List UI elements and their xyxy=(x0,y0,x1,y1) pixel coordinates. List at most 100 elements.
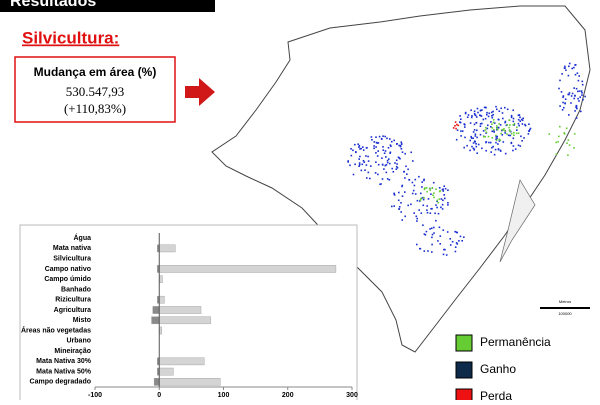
map-pixel xyxy=(433,192,435,194)
bar xyxy=(159,367,174,376)
map-pixel xyxy=(377,163,380,166)
y-tick-label: Urbano xyxy=(67,338,92,345)
map-pixel xyxy=(383,152,386,154)
map-pixel xyxy=(358,158,360,160)
map-pixel xyxy=(515,132,518,135)
map-pixel xyxy=(502,117,504,120)
map-pixel xyxy=(426,205,428,207)
map-pixel xyxy=(410,203,412,206)
map-pixel xyxy=(498,110,501,112)
map-pixel xyxy=(486,113,488,116)
map-pixel xyxy=(469,122,472,124)
map-pixel xyxy=(561,109,564,111)
bar xyxy=(152,306,160,314)
map-pixel xyxy=(504,152,507,155)
bar xyxy=(159,265,337,273)
map-pixel xyxy=(500,107,502,110)
map-pixel xyxy=(436,206,438,209)
map-pixel xyxy=(384,164,387,167)
map-pixel xyxy=(380,183,382,185)
map-pixel xyxy=(388,179,391,181)
map-pixel xyxy=(458,240,460,242)
map-outline xyxy=(211,5,591,353)
map-pixel xyxy=(401,151,404,153)
map-pixel xyxy=(382,146,384,148)
bar xyxy=(159,357,205,366)
map-pixel xyxy=(479,133,482,136)
map-pixel xyxy=(396,167,399,169)
map-pixel xyxy=(519,145,522,147)
map-pixel xyxy=(381,163,384,166)
map-pixel xyxy=(419,247,422,250)
map-pixel xyxy=(567,154,569,156)
map-pixel xyxy=(365,164,368,166)
map-pixel xyxy=(416,243,418,246)
map-pixel xyxy=(518,124,520,127)
map-pixel xyxy=(504,132,506,134)
map-pixel xyxy=(562,96,564,99)
map-pixel xyxy=(516,129,518,131)
map-pixel xyxy=(496,127,498,129)
map-pixel xyxy=(500,132,502,135)
map-pixel xyxy=(565,69,567,71)
map-pixel xyxy=(390,145,392,147)
map-pixel xyxy=(528,130,530,132)
map-pixel xyxy=(421,181,423,183)
map-pixel xyxy=(472,131,475,133)
map-pixel xyxy=(575,107,578,110)
map-pixel xyxy=(470,135,472,138)
map-pixel xyxy=(350,148,352,150)
map-pixel xyxy=(559,125,561,128)
map-pixel xyxy=(508,129,511,131)
map-pixel xyxy=(376,155,379,157)
y-tick-label: Misto xyxy=(73,317,91,324)
map-pixel xyxy=(470,137,473,139)
map-pixel xyxy=(443,185,445,187)
map-pixel xyxy=(391,167,393,170)
y-tick-label: Silvicultura xyxy=(53,256,91,263)
map-pixel xyxy=(495,136,497,138)
map-pixel xyxy=(568,144,571,146)
map-pixel xyxy=(517,132,520,135)
map-pixel xyxy=(438,187,441,189)
map-pixel xyxy=(581,92,583,94)
map-pixel xyxy=(568,62,571,65)
map-pixel xyxy=(420,192,422,195)
map-pixel xyxy=(439,190,441,192)
map-pixel xyxy=(349,164,351,167)
map-pixel xyxy=(395,168,398,170)
map-pixel xyxy=(464,124,466,126)
map-pixel xyxy=(574,64,577,66)
map-pixel xyxy=(509,130,511,132)
map-pixel xyxy=(521,123,524,125)
map-pixel xyxy=(513,134,515,136)
map-pixel xyxy=(424,234,427,236)
map-pixel xyxy=(386,159,389,162)
map-pixel xyxy=(393,193,395,195)
map-pixel xyxy=(491,116,494,119)
map-pixel xyxy=(557,141,559,143)
map-pixel xyxy=(391,140,393,143)
map-pixel xyxy=(501,134,504,136)
map-pixel xyxy=(513,122,516,125)
map-pixel xyxy=(485,149,487,152)
map-pixel xyxy=(563,67,566,69)
map-pixel xyxy=(492,113,494,116)
map-pixel xyxy=(475,116,478,118)
map-pixel xyxy=(445,254,448,256)
map-pixel xyxy=(443,248,445,251)
map-pixel xyxy=(517,114,520,117)
map-pixel xyxy=(513,124,515,126)
map-pixel xyxy=(463,236,465,238)
map-pixel xyxy=(380,137,383,140)
map-pixel xyxy=(473,110,476,113)
map-pixel xyxy=(573,66,575,69)
map-pixel xyxy=(456,123,458,126)
map-pixel xyxy=(502,141,505,143)
map-pixel xyxy=(433,226,435,229)
map-pixel xyxy=(522,117,524,120)
map-pixel xyxy=(436,200,438,203)
map-pixel xyxy=(431,207,433,210)
map-pixel xyxy=(493,122,496,124)
map-pixel xyxy=(404,152,406,155)
